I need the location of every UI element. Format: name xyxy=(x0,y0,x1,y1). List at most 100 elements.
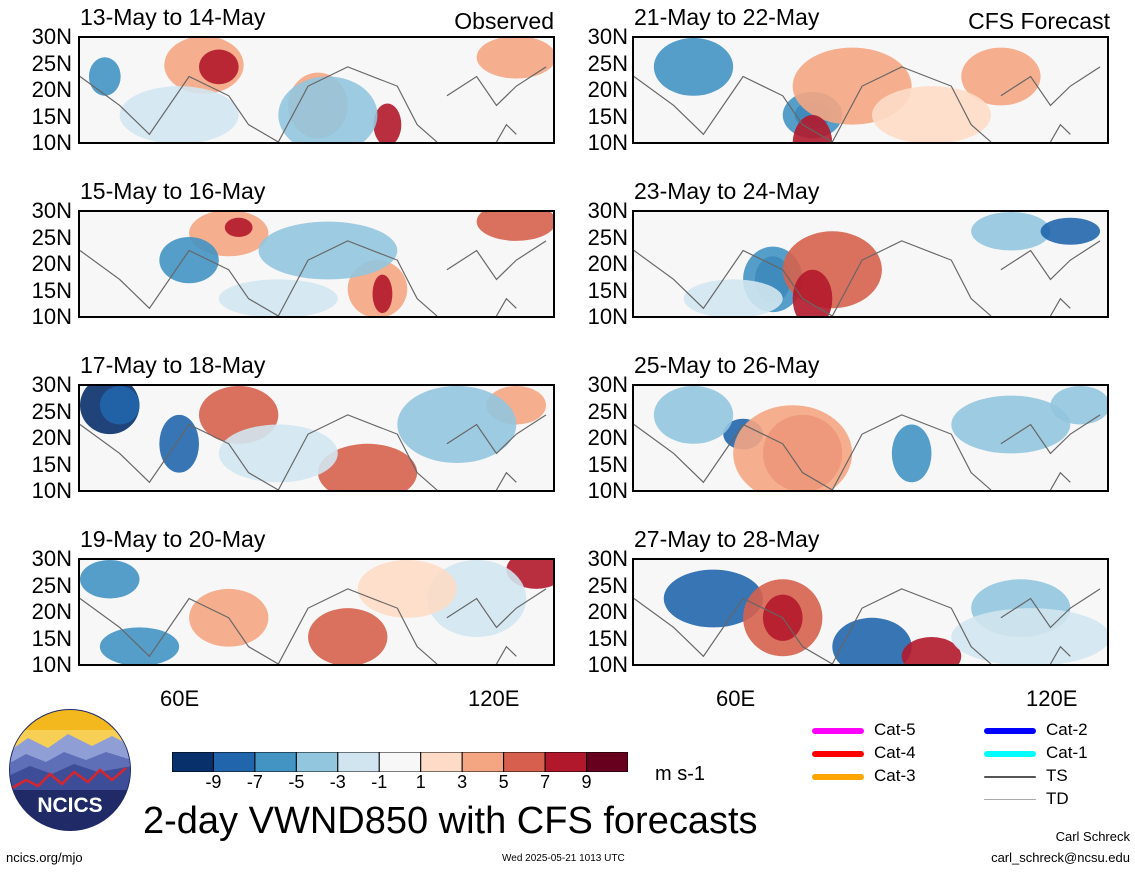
colorbar-swatch xyxy=(461,751,505,773)
lat-label: 10N xyxy=(31,130,72,155)
panel-tag-observed: Observed xyxy=(454,8,554,34)
lat-label: 10N xyxy=(31,304,72,329)
map-observed-3 xyxy=(78,384,555,492)
heatmap-blob xyxy=(683,279,783,316)
legend-label: TS xyxy=(1046,766,1068,785)
colorbar-label: 5 xyxy=(498,772,509,792)
x-tick-120e-left: 120E xyxy=(468,686,520,711)
colorbar-label: 7 xyxy=(540,772,551,792)
heatmap-blob xyxy=(373,103,402,142)
heatmap-blob xyxy=(476,212,553,241)
panel-title-fc-4: 27-May to 28-May xyxy=(634,526,820,552)
legend-line-swatch xyxy=(812,773,864,780)
legend-line-swatch xyxy=(812,750,864,757)
colorbar-swatch xyxy=(254,751,297,773)
lat-label: 15N xyxy=(587,451,628,477)
coastline xyxy=(634,240,1101,316)
x-tick-60e-right: 60E xyxy=(716,686,756,711)
panel-title-obs-4: 19-May to 20-May xyxy=(80,526,266,552)
panel-title-obs-3: 17-May to 18-May xyxy=(80,352,266,378)
colorbar-label: -9 xyxy=(205,772,222,792)
map-observed-2 xyxy=(78,210,555,318)
heatmap-blob xyxy=(901,637,962,664)
panel-tag-forecast: CFS Forecast xyxy=(968,8,1110,34)
lat-label: 25N xyxy=(31,572,72,598)
lat-label: 20N xyxy=(587,425,628,450)
heatmap-blob xyxy=(832,617,912,664)
lat-label: 25N xyxy=(587,50,628,76)
heatmap-blob xyxy=(951,608,1107,664)
panel-title-fc-2: 23-May to 24-May xyxy=(634,178,820,204)
colorbar xyxy=(171,751,629,773)
lat-label: 15N xyxy=(31,451,72,477)
panel-title-fc-1: 21-May to 22-May xyxy=(634,4,820,30)
heatmap-blob xyxy=(372,274,393,314)
colorbar-units: m s-1 xyxy=(655,763,705,785)
colorbar-swatch xyxy=(337,751,380,773)
legend-label: TD xyxy=(1046,789,1069,808)
lat-label: 30N xyxy=(587,372,628,397)
legend-label: Cat-2 xyxy=(1046,720,1088,739)
legend-line-swatch xyxy=(812,727,864,734)
heatmap-blob xyxy=(792,269,833,316)
legend-item: Cat-2 xyxy=(984,720,1088,740)
heatmap-blob xyxy=(872,86,991,142)
heatmap-blob xyxy=(1040,217,1101,245)
heatmap-blob xyxy=(397,386,517,464)
lat-label: 25N xyxy=(31,50,72,76)
heatmap-blob xyxy=(99,627,180,664)
panel-title-obs-1: 13-May to 14-May xyxy=(80,4,266,30)
legend-label: Cat-3 xyxy=(874,766,916,785)
lat-label: 20N xyxy=(587,77,628,102)
colorbar-label: 1 xyxy=(415,772,426,792)
heatmap-blob xyxy=(476,38,553,79)
heatmap-blob xyxy=(357,560,457,618)
lat-label: 15N xyxy=(587,277,628,303)
footer-timestamp: Wed 2025-05-21 1013 UTC xyxy=(502,853,625,864)
colorbar-label: -7 xyxy=(246,772,263,792)
colorbar-swatch xyxy=(586,751,629,773)
lat-label: 10N xyxy=(31,478,72,503)
heatmap-blob xyxy=(88,57,121,96)
lat-label: 30N xyxy=(31,546,72,571)
lat-label: 15N xyxy=(587,103,628,129)
map-forecast-4 xyxy=(632,558,1109,666)
lat-label: 20N xyxy=(31,599,72,624)
heatmap-svg xyxy=(80,386,553,490)
map-observed-4 xyxy=(78,558,555,666)
coastline xyxy=(80,414,547,490)
heatmap-svg xyxy=(80,38,553,142)
ncics-logo: NCICS xyxy=(8,708,132,832)
main-title: 2-day VWND850 with CFS forecasts xyxy=(143,800,758,842)
colorbar-swatch xyxy=(544,751,588,773)
x-tick-60e-left: 60E xyxy=(160,686,200,711)
lat-label: 20N xyxy=(31,425,72,450)
legend-item: TS xyxy=(984,766,1068,786)
map-forecast-3 xyxy=(632,384,1109,492)
legend-item: Cat-1 xyxy=(984,743,1088,763)
legend-line-swatch xyxy=(984,750,1036,757)
heatmap-blob xyxy=(278,76,378,142)
colorbar-label: -1 xyxy=(371,772,388,792)
colorbar-swatch xyxy=(171,751,214,773)
coastline xyxy=(634,66,1101,142)
heatmap-svg xyxy=(634,560,1107,664)
heatmap-svg xyxy=(80,212,553,316)
map-forecast-1 xyxy=(632,36,1109,144)
legend-item: TD xyxy=(984,789,1069,809)
heatmap-svg xyxy=(80,560,553,664)
heatmap-svg xyxy=(634,38,1107,142)
colorbar-label: 9 xyxy=(581,772,592,792)
colorbar-swatch xyxy=(420,751,463,773)
colorbar-swatch xyxy=(503,751,546,773)
coastline xyxy=(634,588,1101,664)
heatmap-blob xyxy=(218,424,338,483)
lat-label: 10N xyxy=(587,478,628,503)
heatmap-blob xyxy=(318,443,418,490)
coastline xyxy=(634,414,1101,490)
map-observed-1 xyxy=(78,36,555,144)
colorbar-label: -3 xyxy=(329,772,346,792)
heatmap-blob xyxy=(159,414,199,473)
heatmap-blob xyxy=(308,608,388,664)
legend-line-swatch xyxy=(984,799,1036,801)
